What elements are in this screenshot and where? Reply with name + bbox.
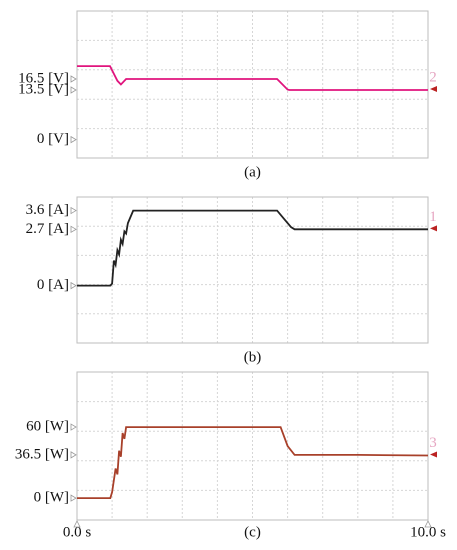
y-tick-label: 2.7 [A] — [26, 221, 69, 237]
panel-label: (b) — [244, 349, 262, 365]
y-tick-mark — [70, 135, 77, 144]
plot-frame — [76, 196, 429, 344]
y-tick-label: 13.5 [V] — [18, 81, 69, 97]
panel-label: (c) — [244, 524, 261, 540]
y-tick-label: 0 [V] — [37, 131, 69, 147]
trace — [77, 65, 428, 91]
channel-marker — [430, 225, 437, 232]
y-tick-mark — [70, 86, 77, 94]
trace — [77, 426, 429, 499]
y-tick-label: 60 [W] — [26, 418, 69, 434]
channel-label: 1 — [429, 209, 437, 225]
channel-marker — [430, 86, 437, 93]
y-tick-label: 16.5 [V] — [18, 70, 69, 86]
trace — [77, 209, 428, 287]
x-tick-mark — [424, 520, 432, 528]
y-tick-mark — [70, 423, 77, 431]
channel-marker — [430, 451, 437, 458]
x-tick-label: 0.0 s — [63, 524, 92, 540]
y-tick-mark — [70, 494, 77, 502]
x-tick-label: 10.0 s — [410, 524, 446, 540]
x-tick-mark — [73, 520, 81, 528]
channel-label: 2 — [429, 69, 437, 85]
channel-label: 3 — [429, 435, 437, 451]
y-tick-label: 36.5 [W] — [15, 446, 69, 462]
plot-frame — [76, 371, 429, 521]
panel-label: (a) — [244, 164, 261, 180]
y-tick-mark — [70, 281, 77, 290]
y-tick-mark — [70, 206, 77, 215]
y-tick-mark — [70, 451, 77, 459]
y-tick-mark — [70, 75, 77, 83]
y-tick-mark — [70, 225, 77, 234]
plot-frame — [76, 10, 429, 159]
y-tick-label: 0 [W] — [34, 490, 69, 506]
y-tick-label: 3.6 [A] — [26, 202, 69, 218]
y-tick-label: 0 [A] — [37, 277, 69, 293]
